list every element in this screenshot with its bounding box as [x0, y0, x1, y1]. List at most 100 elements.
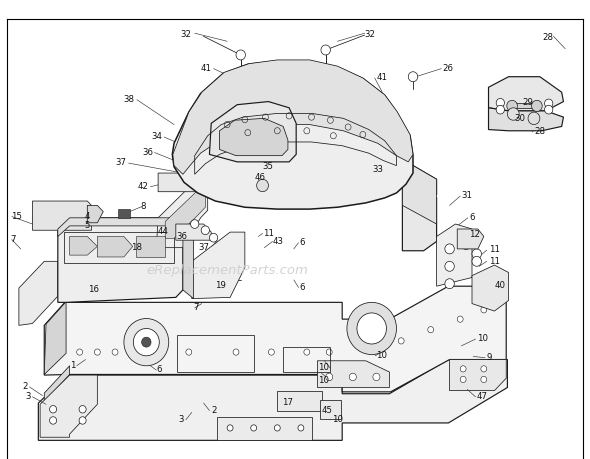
Text: 12: 12 — [469, 230, 480, 239]
Polygon shape — [402, 160, 437, 224]
Text: 28: 28 — [542, 33, 553, 42]
Polygon shape — [118, 210, 130, 218]
Circle shape — [257, 180, 268, 192]
Polygon shape — [188, 136, 437, 196]
Text: 32: 32 — [365, 30, 376, 39]
Text: 45: 45 — [322, 405, 333, 414]
Bar — [283, 347, 330, 372]
Polygon shape — [489, 108, 563, 131]
Polygon shape — [437, 224, 472, 286]
Circle shape — [142, 337, 151, 347]
Text: 1: 1 — [70, 360, 76, 369]
Circle shape — [50, 417, 57, 424]
Circle shape — [298, 425, 304, 431]
Polygon shape — [472, 265, 509, 311]
Polygon shape — [277, 391, 322, 411]
Polygon shape — [32, 202, 91, 231]
Text: 9: 9 — [487, 352, 492, 361]
Circle shape — [262, 151, 271, 161]
Text: 29: 29 — [522, 98, 533, 107]
Text: 15: 15 — [11, 211, 22, 220]
Circle shape — [251, 425, 257, 431]
Text: 46: 46 — [255, 172, 266, 181]
Text: 28: 28 — [534, 127, 545, 136]
Circle shape — [507, 108, 519, 121]
Text: 18: 18 — [131, 242, 142, 252]
Circle shape — [461, 235, 471, 244]
Polygon shape — [19, 262, 58, 325]
Text: 38: 38 — [123, 95, 135, 104]
Text: 37: 37 — [198, 242, 209, 252]
Text: eReplacementParts.com: eReplacementParts.com — [146, 263, 308, 276]
Circle shape — [481, 376, 487, 383]
Polygon shape — [219, 119, 288, 157]
Polygon shape — [317, 361, 389, 388]
Text: 36: 36 — [142, 147, 153, 157]
Text: 11: 11 — [263, 228, 274, 237]
Text: 10: 10 — [477, 334, 488, 342]
Circle shape — [445, 279, 454, 289]
Text: 7: 7 — [11, 234, 16, 243]
Polygon shape — [58, 218, 183, 302]
Circle shape — [191, 220, 199, 229]
Circle shape — [274, 425, 280, 431]
Circle shape — [124, 319, 169, 366]
Circle shape — [445, 244, 454, 254]
Text: 3: 3 — [25, 391, 31, 400]
Circle shape — [209, 234, 218, 242]
Circle shape — [472, 257, 481, 267]
Polygon shape — [173, 61, 413, 175]
Polygon shape — [172, 62, 413, 210]
Text: 8: 8 — [140, 202, 146, 210]
Circle shape — [321, 46, 330, 56]
Circle shape — [236, 81, 245, 90]
Text: 42: 42 — [137, 182, 149, 190]
Text: 2: 2 — [23, 381, 28, 390]
Circle shape — [481, 307, 487, 313]
Polygon shape — [158, 174, 204, 192]
Circle shape — [496, 106, 504, 115]
Polygon shape — [156, 181, 208, 248]
Text: 31: 31 — [461, 191, 473, 200]
Text: 4: 4 — [84, 211, 90, 220]
Polygon shape — [489, 78, 563, 112]
Polygon shape — [165, 191, 205, 239]
Text: 40: 40 — [494, 281, 506, 290]
Circle shape — [408, 73, 418, 83]
Polygon shape — [457, 230, 484, 249]
Circle shape — [496, 99, 504, 108]
Text: 19: 19 — [215, 281, 226, 290]
Polygon shape — [44, 302, 66, 375]
Circle shape — [373, 374, 380, 381]
Text: 44: 44 — [157, 226, 168, 235]
Text: 32: 32 — [181, 30, 192, 39]
Polygon shape — [136, 237, 165, 257]
Text: 43: 43 — [273, 236, 284, 245]
Text: 7: 7 — [194, 302, 199, 312]
Text: 26: 26 — [442, 64, 454, 73]
Circle shape — [233, 349, 239, 355]
Circle shape — [460, 376, 466, 383]
Circle shape — [268, 349, 274, 355]
Text: 35: 35 — [263, 162, 274, 171]
Text: 6: 6 — [469, 213, 474, 222]
Polygon shape — [58, 218, 194, 237]
Text: 17: 17 — [282, 397, 293, 406]
Text: 10: 10 — [376, 350, 388, 359]
Text: 3: 3 — [179, 414, 184, 423]
Circle shape — [347, 302, 396, 355]
Circle shape — [460, 366, 466, 372]
Text: 47: 47 — [477, 391, 488, 400]
Circle shape — [532, 101, 542, 112]
Text: 41: 41 — [200, 64, 211, 73]
Text: 6: 6 — [300, 282, 305, 291]
Circle shape — [236, 51, 245, 61]
Text: 10: 10 — [318, 363, 329, 372]
Circle shape — [79, 406, 86, 413]
Polygon shape — [40, 375, 97, 437]
Circle shape — [133, 329, 159, 356]
Circle shape — [94, 349, 100, 355]
Circle shape — [428, 327, 434, 333]
Text: 11: 11 — [489, 245, 500, 254]
Circle shape — [481, 366, 487, 372]
